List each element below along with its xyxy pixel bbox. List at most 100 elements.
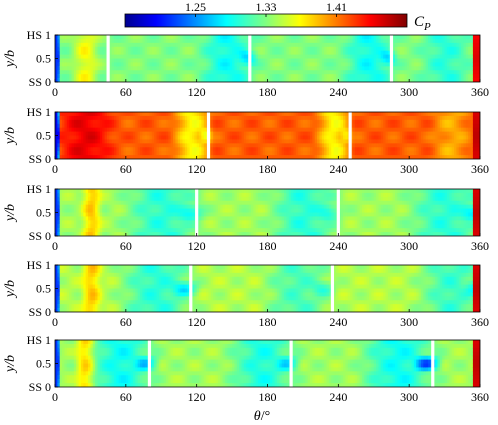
heatmap-cell [465, 58, 469, 64]
heatmap-cell [95, 112, 99, 117]
heatmap-cell [267, 62, 271, 67]
heatmap-cell [111, 112, 115, 117]
heatmap-cell [333, 35, 337, 40]
heatmap-cell [456, 42, 460, 48]
heatmap-cell [66, 147, 70, 152]
heatmap-cell [85, 62, 89, 67]
heatmap-cell [451, 139, 455, 144]
heatmap-cell [69, 78, 73, 82]
heatmap-cell [295, 115, 299, 121]
heatmap-cell [78, 127, 82, 133]
heatmap-cell [470, 112, 474, 117]
heatmap-cell [191, 135, 195, 141]
heatmap-cell [418, 147, 422, 152]
heatmap-cell [88, 224, 92, 229]
heatmap-cell [246, 42, 250, 48]
heatmap-cell [199, 38, 202, 44]
heatmap-cell [182, 127, 186, 133]
heatmap-cell [125, 196, 129, 202]
heatmap-cell [111, 123, 115, 129]
heatmap-cell [310, 112, 313, 117]
heatmap-cell [291, 115, 295, 121]
heatmap-cell [404, 62, 408, 67]
heatmap-cell [69, 74, 73, 79]
heatmap-cell [451, 151, 455, 156]
heatmap-cell [83, 127, 87, 133]
heatmap-cell [265, 58, 269, 64]
heatmap-cell [274, 147, 278, 152]
heatmap-cell [165, 232, 169, 236]
heatmap-cell [191, 46, 195, 52]
heatmap-cell [59, 58, 63, 64]
heatmap-cell [423, 131, 427, 137]
heatmap-cell [95, 208, 99, 214]
heatmap-cell [147, 74, 151, 79]
heatmap-cell [222, 42, 226, 48]
heatmap-cell [369, 58, 372, 64]
heatmap-cell [116, 204, 120, 210]
heatmap-cell [317, 74, 321, 79]
heatmap-cell [324, 38, 328, 44]
heatmap-cell [180, 123, 184, 129]
heatmap-cell [66, 54, 70, 60]
heatmap-cell [258, 54, 262, 60]
heatmap-cell [210, 139, 214, 144]
heatmap-cell [85, 50, 89, 56]
heatmap-cell [468, 46, 472, 52]
heatmap-cell [140, 131, 143, 137]
heatmap-cell [69, 189, 73, 194]
heatmap-cell [173, 58, 177, 64]
heatmap-cell [76, 54, 80, 60]
heatmap-cell [413, 115, 417, 121]
heatmap-cell [125, 208, 129, 214]
heatmap-cell [69, 115, 73, 121]
heatmap-cell [373, 131, 377, 137]
heatmap-cell [446, 127, 450, 133]
heatmap-cell [189, 78, 193, 82]
heatmap-cell [78, 155, 82, 159]
heatmap-cell [260, 139, 264, 144]
heatmap-cell [104, 139, 108, 144]
heatmap-cell [128, 54, 132, 60]
heatmap-cell [458, 147, 462, 152]
heatmap-cell [220, 127, 224, 133]
heatmap-cell [284, 147, 287, 152]
heatmap-cell [359, 131, 363, 137]
heatmap-cell [380, 46, 384, 52]
heatmap-cell [234, 139, 238, 144]
heatmap-cell [149, 212, 153, 218]
heatmap-cell [298, 155, 302, 159]
heatmap-cell [196, 151, 200, 156]
heatmap-cell [78, 228, 82, 233]
heatmap-cell [83, 78, 87, 82]
heatmap-cell [208, 54, 212, 60]
heatmap-cell [177, 70, 181, 75]
heatmap-cell [437, 123, 441, 129]
heatmap-cell [102, 74, 106, 79]
heatmap-cell [234, 62, 238, 67]
heatmap-cell [69, 54, 73, 60]
heatmap-cell [269, 151, 273, 156]
heatmap-cell [276, 46, 280, 52]
heatmap-cell [83, 192, 87, 198]
heatmap-cell [135, 42, 139, 48]
heatmap-cell [142, 131, 146, 137]
heatmap-cell [175, 139, 179, 144]
heatmap-cell [449, 54, 453, 60]
heatmap-cell [135, 139, 139, 144]
heatmap-cell [312, 147, 316, 152]
heatmap-cell [80, 208, 84, 214]
heatmap-cell [463, 112, 467, 117]
heatmap-cell [80, 127, 84, 133]
heatmap-cell [140, 66, 143, 71]
heatmap-cell [137, 147, 141, 152]
heatmap-cell [220, 74, 224, 79]
heatmap-cell [213, 139, 217, 144]
heatmap-cell [147, 131, 151, 137]
heatmap-cell [286, 54, 290, 60]
heatmap-cell [66, 135, 70, 141]
heatmap-cell [229, 131, 233, 137]
heatmap-cell [319, 155, 323, 159]
heatmap-cell [295, 147, 299, 152]
heatmap-cell [437, 74, 441, 79]
